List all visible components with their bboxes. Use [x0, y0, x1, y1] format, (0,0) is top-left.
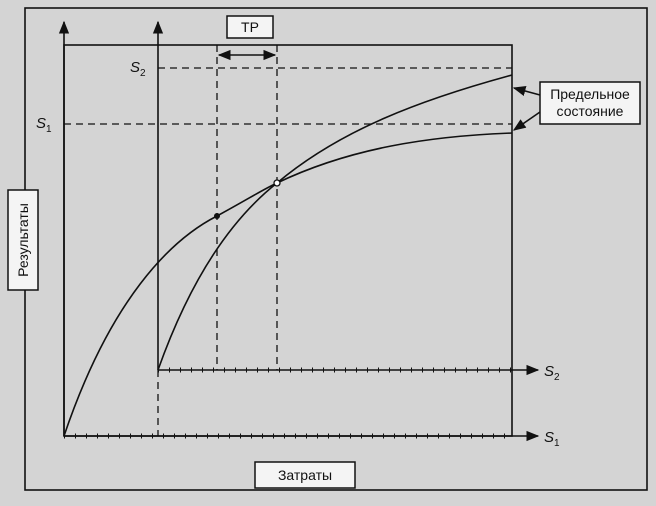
- axis-label: S1: [544, 429, 560, 449]
- level-label: S1: [36, 115, 52, 135]
- level-label: S2: [130, 59, 146, 79]
- point: [214, 213, 220, 219]
- axis-subscript: 1: [554, 438, 560, 449]
- axis-symbol: S: [544, 429, 554, 446]
- callout-arrow: [512, 111, 541, 131]
- tr-label: ТР: [241, 19, 259, 35]
- x-axis-title: Затраты: [278, 467, 332, 483]
- point: [273, 179, 281, 187]
- level-subscript: 1: [46, 124, 52, 135]
- callout-box: [539, 81, 641, 125]
- curve-1: [63, 132, 513, 437]
- x-title-box: [254, 461, 356, 489]
- axis-subscript: 2: [554, 372, 560, 383]
- callout-arrow: [512, 86, 541, 96]
- axis-symbol: S: [544, 363, 554, 380]
- callout-text: состояние: [557, 103, 624, 119]
- level-subscript: 2: [140, 68, 146, 79]
- y-title-box: [7, 189, 39, 291]
- level-symbol: S: [130, 59, 140, 76]
- level-symbol: S: [36, 115, 46, 132]
- y-axis-title: Результаты: [15, 203, 31, 277]
- tr-box: [226, 15, 274, 39]
- callout-text: Предельное: [550, 86, 630, 102]
- axis-label: S2: [544, 363, 560, 383]
